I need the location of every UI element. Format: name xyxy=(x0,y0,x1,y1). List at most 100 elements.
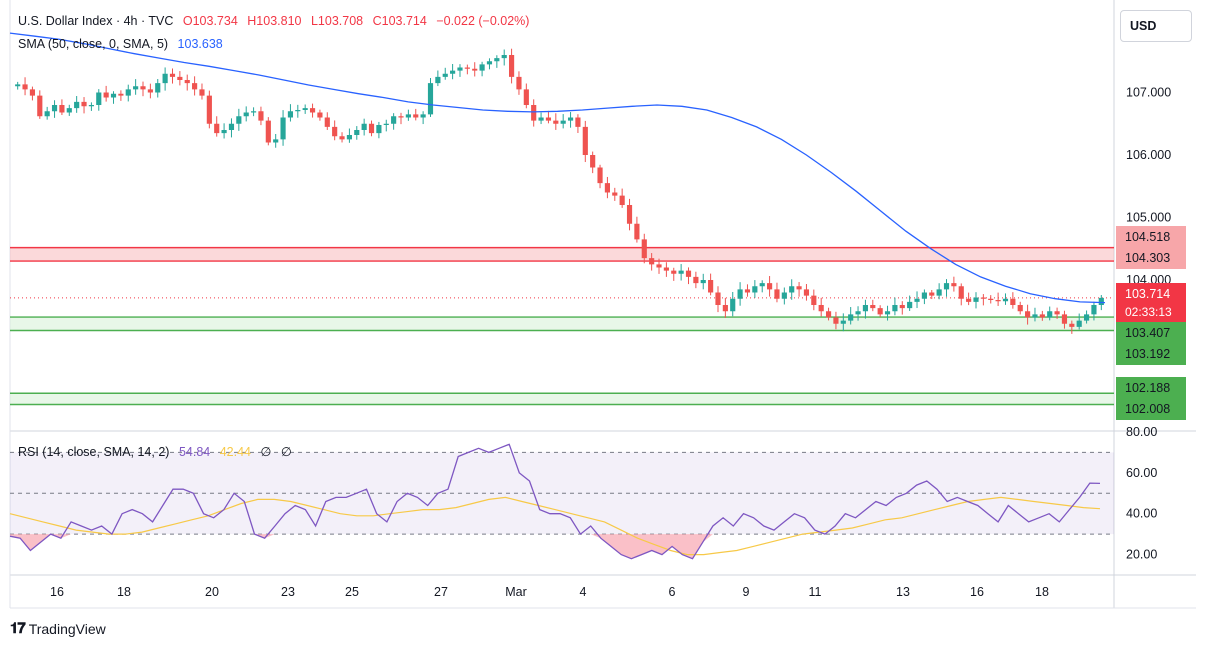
ohlc-open: O103.734 xyxy=(182,14,238,28)
candle-body xyxy=(51,105,58,112)
candle-body xyxy=(1039,314,1045,318)
candle-body xyxy=(405,114,411,118)
rsi-legend: RSI (14, close, SMA, 14, 2) 54.84 42.44 … xyxy=(18,444,298,459)
candle-body xyxy=(730,298,736,312)
candle-body xyxy=(1025,311,1031,318)
rsi-extra-2: ∅ xyxy=(280,445,292,459)
candle-body xyxy=(44,111,50,117)
candle-body xyxy=(81,101,87,107)
candle-body xyxy=(74,101,80,109)
sma-value: 103.638 xyxy=(177,37,223,51)
time-tick-label: 11 xyxy=(809,585,822,599)
candle-body xyxy=(980,297,986,299)
support2-top-label: 102.188 xyxy=(1116,377,1186,399)
candle-body xyxy=(545,117,552,121)
tradingview-brand: TradingView xyxy=(28,620,106,637)
candle-body xyxy=(383,123,389,125)
candle-body xyxy=(162,73,168,84)
candle-body xyxy=(214,123,220,134)
candle-body xyxy=(752,286,758,293)
candle-body xyxy=(641,239,647,259)
candle-body xyxy=(88,105,94,107)
candle-body xyxy=(324,117,330,127)
candle-body xyxy=(1017,305,1023,312)
candle-body xyxy=(671,270,677,274)
candle-body xyxy=(612,192,618,196)
candle-body xyxy=(133,86,139,90)
candle-body xyxy=(427,83,434,115)
candle-body xyxy=(435,76,441,84)
time-tick-label: 25 xyxy=(345,585,359,599)
candle-body xyxy=(700,280,706,284)
candle-body xyxy=(966,298,972,302)
candle-body xyxy=(567,117,574,121)
candle-body xyxy=(582,126,588,155)
rsi-label: RSI (14, close, SMA, 14, 2) xyxy=(18,445,170,459)
candle-body xyxy=(877,308,883,315)
symbol-legend: U.S. Dollar Index · 4h · TVC O103.734 H1… xyxy=(18,14,535,28)
candle-body xyxy=(796,286,802,290)
candle-body xyxy=(951,283,957,287)
currency-button[interactable]: USD xyxy=(1120,10,1192,42)
candle-body xyxy=(376,125,382,134)
candle-body xyxy=(744,289,751,293)
candle-body xyxy=(575,117,581,127)
candle-body xyxy=(907,301,913,309)
candle-body xyxy=(973,297,979,302)
candle-body xyxy=(774,289,780,299)
candle-body xyxy=(309,108,316,113)
candle-body xyxy=(840,320,846,324)
time-tick-label: 20 xyxy=(205,585,219,599)
support1-bottom-label: 103.192 xyxy=(1116,343,1186,365)
candle-body xyxy=(147,89,153,93)
candle-body xyxy=(663,267,669,271)
candle-body xyxy=(678,270,684,274)
candle-body xyxy=(626,205,633,224)
candle-body xyxy=(708,280,714,293)
candle-body xyxy=(737,289,743,299)
candle-body xyxy=(59,105,65,113)
rsi-extra-1: ∅ xyxy=(260,445,272,459)
candle-body xyxy=(302,108,308,110)
resistance-bottom-label: 104.303 xyxy=(1116,247,1186,269)
candle-body xyxy=(656,264,662,268)
tradingview-footer[interactable]: 𝟏𝟕 TradingView xyxy=(10,620,106,637)
candle-body xyxy=(781,292,787,299)
candle-body xyxy=(531,105,537,121)
time-tick-label: 16 xyxy=(50,585,64,599)
candle-body xyxy=(398,116,404,118)
candle-body xyxy=(803,289,810,296)
ohlc-low: L103.708 xyxy=(310,14,364,28)
candle-body xyxy=(192,83,198,90)
candle-body xyxy=(391,116,397,124)
candle-body xyxy=(516,76,522,90)
candle-body xyxy=(368,123,375,134)
candle-body xyxy=(538,117,544,121)
candle-body xyxy=(943,283,950,290)
time-tick-label: 27 xyxy=(434,585,448,599)
candle-body xyxy=(339,136,345,140)
candle-body xyxy=(250,111,257,113)
candle-body xyxy=(759,283,765,287)
candle-body xyxy=(501,55,507,59)
sma-legend: SMA (50, close, 0, SMA, 5) 103.638 xyxy=(18,37,229,51)
candle-body xyxy=(472,68,478,71)
candle-body xyxy=(921,292,927,299)
candle-body xyxy=(1061,314,1068,324)
rsi-value: 54.84 xyxy=(178,445,211,459)
time-tick-label: Mar xyxy=(505,585,527,599)
candle-body xyxy=(634,223,640,240)
candle-body xyxy=(199,89,205,96)
candle-body xyxy=(15,84,21,87)
candle-body xyxy=(265,120,271,143)
candle-body xyxy=(523,89,529,105)
candle-body xyxy=(464,67,470,69)
candle-body xyxy=(1047,311,1053,318)
candle-body xyxy=(818,305,824,312)
candle-body xyxy=(590,155,596,168)
support1-top-label: 103.407 xyxy=(1116,322,1186,344)
candle-body xyxy=(722,305,728,312)
candle-body xyxy=(899,305,905,309)
rsi-tick-label: 60.00 xyxy=(1126,466,1157,480)
